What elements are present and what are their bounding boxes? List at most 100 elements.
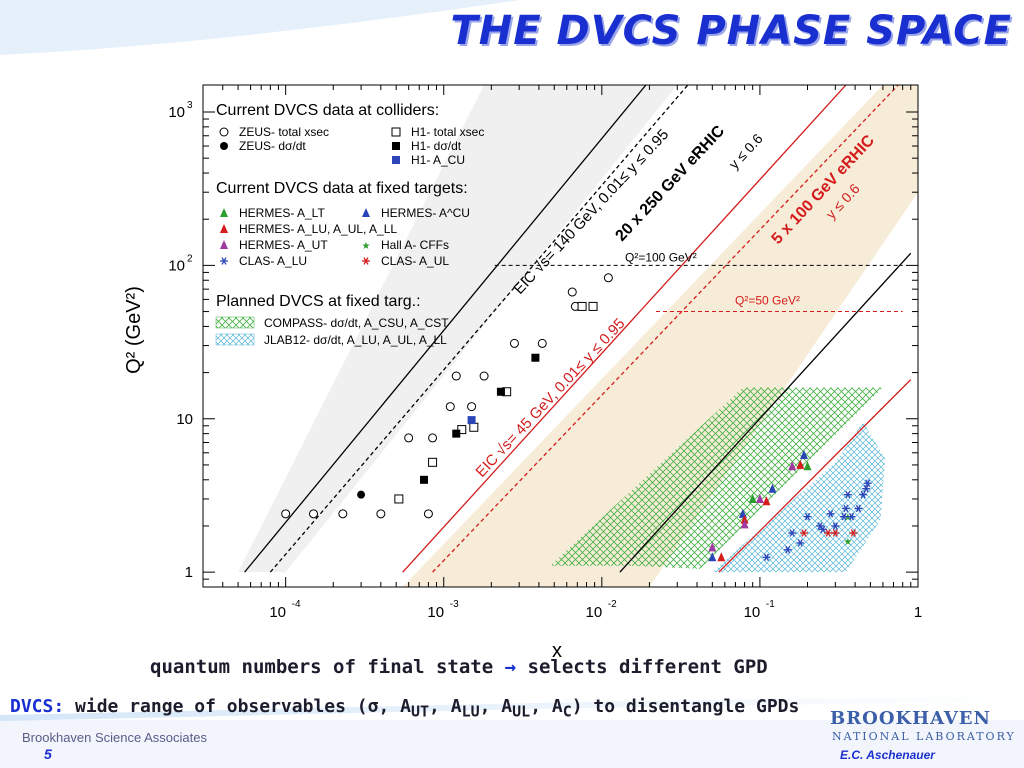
y-tick-label: 10 bbox=[168, 104, 185, 121]
legend-fixed-entry: HERMES- A_LU, A_UL, A_LL bbox=[239, 222, 397, 236]
eic45-y06-line bbox=[432, 85, 899, 573]
caption1-pre: quantum numbers of final state bbox=[150, 656, 494, 678]
marker-open-square bbox=[577, 301, 587, 311]
marker-star: ★ bbox=[843, 513, 852, 524]
caption1-post: selects different GPD bbox=[527, 656, 768, 678]
eic140-y06-line bbox=[269, 85, 689, 573]
marker-open-circle bbox=[281, 509, 291, 519]
legend-fixed-entry: CLAS- A_UL bbox=[381, 254, 449, 268]
plot-background bbox=[238, 85, 918, 587]
slide-title: THE DVCS PHASE SPACE bbox=[450, 8, 1012, 54]
legend-collider-entry: ZEUS- total xsec bbox=[239, 125, 329, 139]
caption-observables: DVCS: wide range of observables (σ, AUT,… bbox=[10, 696, 800, 721]
marker-filled-square bbox=[419, 475, 428, 484]
marker-triangle bbox=[768, 483, 777, 493]
x-tick-exponent: -3 bbox=[450, 599, 459, 610]
marker-star: ★ bbox=[362, 241, 371, 252]
marker-triangle bbox=[740, 514, 749, 524]
marker-open-square bbox=[457, 425, 467, 435]
y-tick-label: 10 bbox=[176, 411, 193, 428]
x-tick-exponent: -1 bbox=[766, 599, 775, 610]
marker-asterisk bbox=[362, 257, 370, 265]
marker-triangle bbox=[796, 459, 805, 469]
legend-planned-header: Planned DVCS at fixed targ.: bbox=[216, 293, 421, 310]
legend-fixed-entry: HERMES- A^CU bbox=[381, 206, 470, 220]
marker-open-circle bbox=[428, 433, 438, 443]
marker-open-square bbox=[428, 457, 438, 467]
marker-asterisk bbox=[816, 522, 825, 530]
y-tick-label: 10 bbox=[168, 257, 185, 274]
marker-asterisk bbox=[863, 479, 872, 488]
x-tick-exponent: -2 bbox=[608, 599, 617, 610]
marker-open-square bbox=[588, 301, 598, 311]
marker-filled-circle bbox=[357, 490, 366, 499]
marker-triangle bbox=[708, 552, 717, 562]
marker-filled-square bbox=[392, 156, 400, 164]
marker-triangle bbox=[717, 552, 726, 562]
legend: Current DVCS data at colliders: ZEUS- tot… bbox=[215, 102, 484, 347]
marker-open-square bbox=[469, 422, 479, 432]
eic45-ymin-line bbox=[718, 379, 912, 573]
author-name: E.C. Aschenauer bbox=[840, 748, 935, 762]
marker-open-circle bbox=[445, 402, 455, 412]
eic45-y095-line bbox=[402, 85, 847, 573]
y-axis-label: Q² (GeV²) bbox=[123, 286, 145, 374]
marker-triangle bbox=[708, 542, 717, 552]
legend-collider-entry: H1- A_CU bbox=[411, 153, 465, 167]
marker-triangle bbox=[755, 493, 764, 503]
legend-compass-swatch bbox=[215, 316, 255, 329]
caption-final-state: quantum numbers of final state → selects… bbox=[150, 656, 768, 678]
plot-frame bbox=[202, 84, 919, 588]
marker-asterisk bbox=[849, 529, 858, 537]
eic140-y095-line bbox=[244, 85, 647, 573]
legend-planned-entry: JLAB12- dσ/dt, A_LU, A_UL, A_LL bbox=[264, 333, 447, 347]
marker-asterisk bbox=[831, 522, 840, 530]
marker-asterisk bbox=[831, 529, 840, 537]
marker-open-circle bbox=[376, 509, 386, 519]
marker-asterisk bbox=[762, 553, 771, 562]
x-tick-exponent: -4 bbox=[292, 599, 301, 610]
legend-planned-entry: COMPASS- dσ/dt, A_CSU, A_CST bbox=[264, 316, 449, 330]
x-tick-label: 10 bbox=[269, 604, 286, 621]
marker-open-circle bbox=[404, 433, 414, 443]
marker-triangle bbox=[788, 461, 797, 471]
marker-filled-square bbox=[392, 142, 400, 150]
x-tick-label: 10 bbox=[427, 604, 444, 621]
legend-fixed-entry: HERMES- A_UT bbox=[239, 238, 328, 252]
marker-open-square bbox=[391, 127, 401, 137]
marker-asterisk bbox=[799, 529, 808, 537]
q2-100-label: Q²=100 GeV² bbox=[625, 250, 697, 264]
clipped-regions bbox=[238, 85, 918, 587]
marker-open-circle bbox=[338, 509, 348, 519]
legend-jlab-swatch bbox=[215, 333, 255, 346]
marker-asterisk bbox=[847, 512, 856, 521]
marker-star: ★ bbox=[843, 537, 852, 548]
marker-triangle bbox=[748, 493, 757, 503]
logo-national-lab: NATIONAL LABORATORY bbox=[832, 730, 1016, 743]
marker-triangle bbox=[220, 240, 228, 249]
marker-filled-circle bbox=[220, 142, 228, 150]
marker-asterisk bbox=[818, 525, 827, 534]
marker-open-circle bbox=[219, 127, 229, 137]
marker-asterisk bbox=[220, 257, 228, 265]
marker-open-circle bbox=[509, 338, 519, 348]
marker-open-circle bbox=[603, 273, 613, 283]
eic140-band bbox=[238, 85, 678, 573]
marker-filled-square bbox=[496, 387, 505, 396]
legend-fixed-entry: Hall A- CFFs bbox=[381, 238, 449, 252]
eic140-ymin-line bbox=[619, 252, 912, 573]
marker-asterisk bbox=[783, 545, 792, 554]
x-tick-label: 1 bbox=[914, 604, 922, 621]
marker-triangle bbox=[740, 519, 749, 529]
marker-triangle bbox=[220, 208, 228, 217]
marker-open-circle bbox=[479, 371, 489, 381]
q2-50-label: Q²=50 GeV² bbox=[735, 294, 800, 308]
y-tick-exponent: 2 bbox=[187, 253, 193, 264]
right-arrow-icon: → bbox=[504, 656, 517, 678]
marker-asterisk bbox=[854, 504, 863, 513]
marker-triangle bbox=[762, 496, 771, 506]
legend-colliders-header: Current DVCS data at colliders: bbox=[216, 102, 439, 119]
marker-triangle bbox=[220, 224, 228, 233]
